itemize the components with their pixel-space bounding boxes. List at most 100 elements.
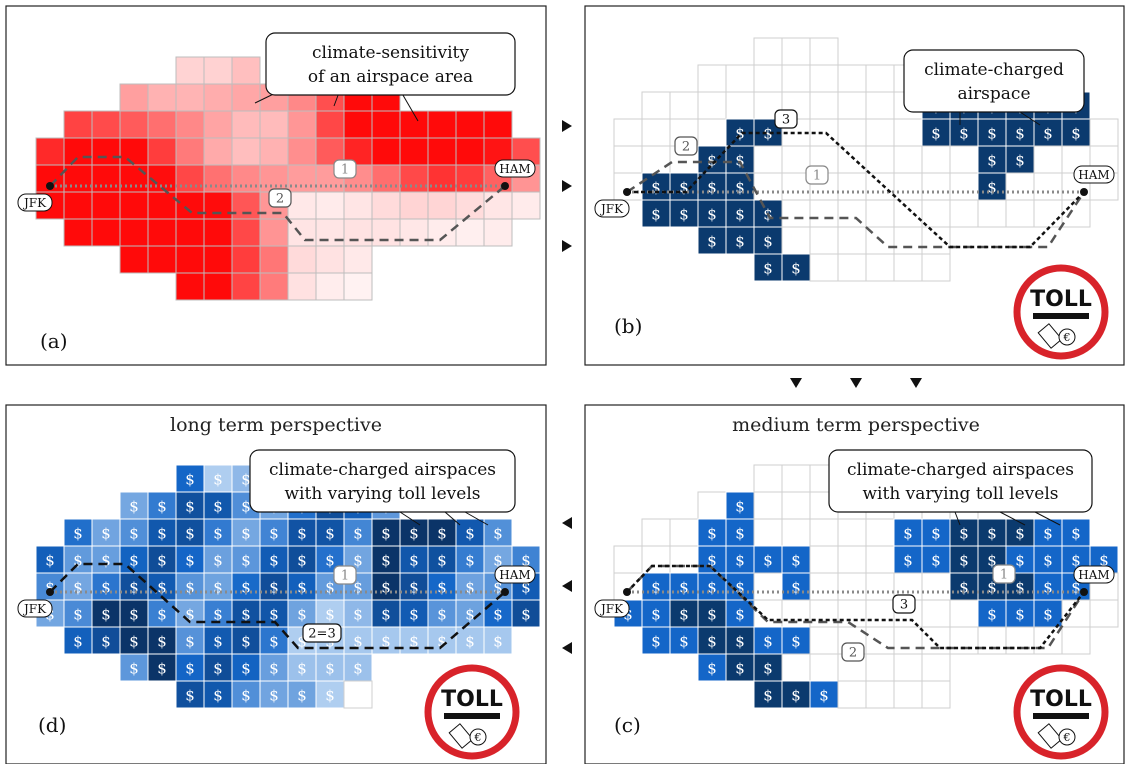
airspace-cell [977, 145, 1007, 174]
airspace-cell [119, 545, 149, 574]
airspace-cell [231, 272, 261, 301]
toll-symbol: $ [437, 633, 447, 651]
airspace-cell [781, 464, 811, 493]
toll-symbol: $ [1071, 579, 1081, 597]
airspace-cell [63, 518, 93, 547]
airspace-cell [427, 626, 457, 655]
toll-symbol: $ [241, 471, 251, 489]
toll-symbol: $ [409, 606, 419, 624]
airspace-cell [203, 218, 233, 247]
toll-symbol: $ [157, 525, 167, 543]
toll-symbol: $ [679, 579, 689, 597]
toll-sign: TOLL € [1013, 664, 1109, 760]
airspace-cell [175, 110, 205, 139]
toll-symbol: $ [325, 687, 335, 705]
toll-symbol: $ [241, 525, 251, 543]
airspace-cell [91, 137, 121, 166]
airspace-cell [343, 272, 373, 301]
airspace-cell [865, 626, 895, 655]
toll-symbol: $ [73, 606, 83, 624]
toll-symbol: $ [903, 552, 913, 570]
panel-b: $$$$$$$$$$$$$$$$$$$$$$$$$$$$$$$$$JFKHAM1… [584, 5, 1125, 366]
airspace-cell [287, 218, 317, 247]
toll-symbol: $ [101, 606, 111, 624]
airspace-cell [837, 199, 867, 228]
airspace-cell [175, 164, 205, 193]
origin-marker [623, 188, 631, 196]
airspace-cell [175, 56, 205, 85]
toll-bar [1033, 313, 1089, 319]
airspace-cell [147, 599, 177, 628]
toll-symbol: $ [1043, 579, 1053, 597]
airspace-cell [1033, 572, 1063, 601]
route-tag [992, 564, 1016, 584]
airspace-cell [175, 464, 205, 493]
airspace-cell [371, 164, 401, 193]
airspace-cell [809, 37, 839, 66]
destination-marker [1080, 588, 1088, 596]
airspace-cell [809, 253, 839, 282]
toll-symbol: $ [1015, 525, 1025, 543]
airspace-cell [371, 626, 401, 655]
airspace-cell [231, 572, 261, 601]
callout-pointer [1019, 111, 1041, 126]
toll-symbol: $ [129, 633, 139, 651]
airspace-cell [697, 91, 727, 120]
airspace-cell [865, 118, 895, 147]
euro-icon: € [1063, 331, 1071, 344]
toll-symbol: $ [157, 660, 167, 678]
route-tag [892, 594, 916, 614]
airspace-cell [725, 599, 755, 628]
toll-bar [1033, 713, 1089, 719]
airspace-cell [865, 545, 895, 574]
airspace-cell [343, 653, 373, 682]
airspace-cell [613, 172, 643, 201]
callout-box [265, 32, 516, 96]
toll-symbol: $ [735, 579, 745, 597]
airspace-cell [921, 599, 951, 628]
toll-symbol: $ [763, 552, 773, 570]
airspace-cell [175, 245, 205, 274]
toll-symbol: $ [791, 687, 801, 705]
callout-line: with varying toll levels [863, 484, 1059, 504]
toll-symbol: $ [269, 633, 279, 651]
route-2 [49, 562, 506, 650]
airspace-cell [641, 145, 671, 174]
airspace-cell [1005, 145, 1035, 174]
toll-symbol: $ [297, 660, 307, 678]
airspace-cell [91, 218, 121, 247]
toll-symbol: $ [623, 606, 633, 624]
route-number: 2=3 [308, 627, 335, 642]
airspace-cell [697, 172, 727, 201]
airspace-cell [977, 118, 1007, 147]
airspace-cell [781, 545, 811, 574]
panel-label: (a) [40, 329, 68, 353]
panel-c: $ $ $ $ $ $ $ $ $ $ $ $ $ $ $ $ $ $ $ $ $ $ $ $ $ $ $ $ $ $ $ $ $ $ $ $ $ $ $ $… [584, 404, 1125, 764]
airspace-cell [119, 491, 149, 520]
airspace-cell [259, 680, 289, 709]
arrow-left-icon [562, 580, 572, 592]
airspace-cell [119, 191, 149, 220]
airspace-cell [809, 572, 839, 601]
airspace-cell [641, 626, 671, 655]
airspace-cell [641, 118, 671, 147]
airspace-cell [753, 518, 783, 547]
airspace-cell [343, 110, 373, 139]
airspace-cell [203, 272, 233, 301]
toll-symbol: $ [735, 633, 745, 651]
origin-badge [17, 599, 53, 618]
airspace-cell [63, 191, 93, 220]
airspace-cell [949, 172, 979, 201]
airspace-cell [837, 518, 867, 547]
airspace-cell [231, 218, 261, 247]
toll-symbol: $ [269, 660, 279, 678]
airspace-cell [725, 518, 755, 547]
toll-symbol: $ [931, 552, 941, 570]
toll-symbol: $ [931, 125, 941, 143]
toll-symbol: $ [45, 552, 55, 570]
toll-symbol: $ [465, 525, 475, 543]
toll-symbol: $ [763, 233, 773, 251]
arrow-down-icon [910, 378, 922, 388]
origin-marker [623, 588, 631, 596]
toll-symbol: $ [521, 606, 531, 624]
